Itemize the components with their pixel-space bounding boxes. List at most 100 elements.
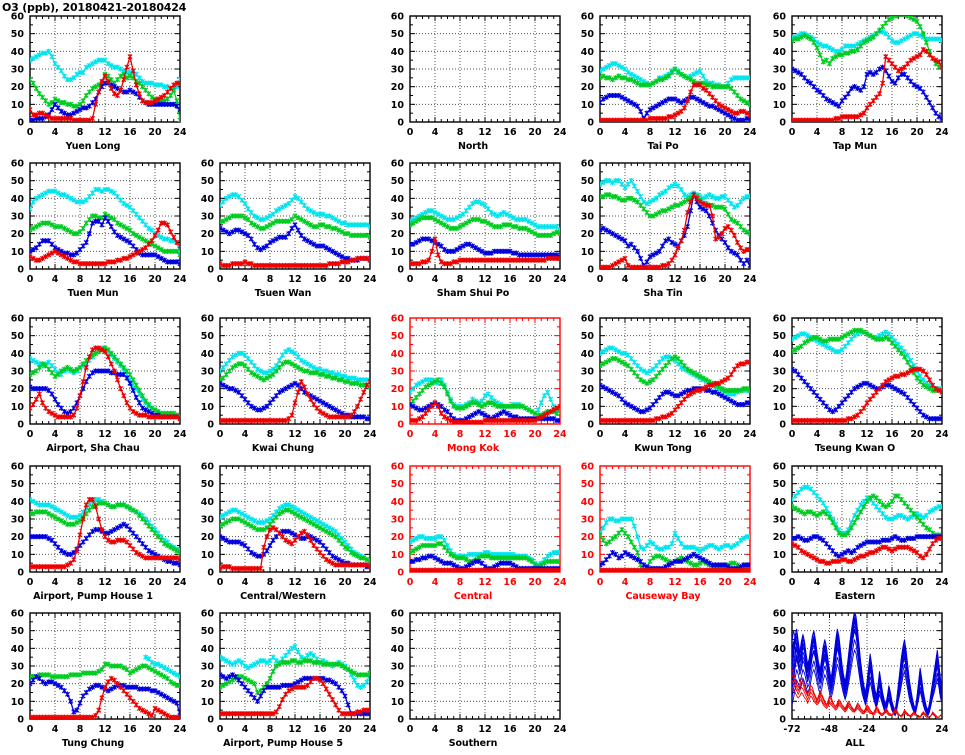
svg-text:20: 20 [910, 127, 924, 138]
svg-text:60: 60 [773, 609, 787, 620]
svg-text:16: 16 [313, 577, 327, 588]
svg-text:20: 20 [391, 384, 405, 395]
svg-text:8: 8 [457, 429, 464, 440]
data-layer [220, 192, 370, 269]
svg-text:20: 20 [910, 577, 924, 588]
svg-text:20: 20 [773, 532, 787, 543]
svg-text:40: 40 [201, 194, 215, 205]
panel-title-airport-sha-chau: Airport, Sha Chau [46, 443, 140, 454]
svg-text:20: 20 [391, 679, 405, 690]
data-layer [410, 377, 560, 424]
svg-text:12: 12 [478, 577, 491, 588]
svg-text:0: 0 [779, 568, 786, 579]
panel-tap-mun: 0 10 20 30 40 50 60 0 4 8 12 16 20 24 Tap Mun [762, 8, 948, 156]
svg-text:60: 60 [391, 12, 405, 23]
svg-text:40: 40 [581, 349, 595, 360]
svg-text:10: 10 [201, 550, 215, 561]
svg-text:12: 12 [668, 274, 681, 285]
svg-text:40: 40 [201, 644, 215, 655]
svg-text:0: 0 [27, 724, 34, 735]
svg-text:8: 8 [457, 127, 464, 138]
svg-text:24: 24 [935, 127, 948, 138]
svg-text:4: 4 [622, 429, 629, 440]
svg-text:16: 16 [503, 274, 517, 285]
svg-text:60: 60 [391, 609, 405, 620]
svg-text:10: 10 [11, 697, 25, 708]
svg-text:4: 4 [52, 274, 59, 285]
svg-text:30: 30 [391, 367, 405, 378]
svg-text:24: 24 [935, 429, 948, 440]
svg-text:8: 8 [267, 274, 274, 285]
svg-text:24: 24 [553, 577, 566, 588]
svg-text:20: 20 [11, 82, 25, 93]
svg-text:40: 40 [201, 497, 215, 508]
svg-text:10: 10 [773, 550, 787, 561]
panel-kwai-chung: 0 10 20 30 40 50 60 0 4 8 12 16 20 24 Kwai Chung [190, 310, 376, 458]
svg-text:20: 20 [201, 679, 215, 690]
svg-text:16: 16 [885, 127, 899, 138]
panel-title-mong-kok: Mong Kok [446, 443, 500, 454]
svg-text:4: 4 [432, 429, 439, 440]
svg-text:10: 10 [773, 697, 787, 708]
svg-text:0: 0 [789, 429, 796, 440]
svg-text:20: 20 [718, 274, 732, 285]
svg-text:20: 20 [528, 429, 542, 440]
data-layer [410, 199, 560, 267]
svg-text:20: 20 [338, 724, 352, 735]
svg-text:0: 0 [397, 265, 404, 276]
svg-text:16: 16 [123, 274, 137, 285]
svg-text:20: 20 [201, 532, 215, 543]
svg-text:16: 16 [503, 724, 517, 735]
svg-text:30: 30 [391, 212, 405, 223]
svg-text:0: 0 [407, 577, 414, 588]
svg-text:30: 30 [11, 65, 25, 76]
data-layer [220, 502, 370, 572]
svg-text:40: 40 [391, 47, 405, 58]
svg-text:4: 4 [52, 429, 59, 440]
svg-text:0: 0 [17, 420, 24, 431]
svg-text:8: 8 [77, 274, 84, 285]
svg-text:40: 40 [201, 349, 215, 360]
svg-text:40: 40 [773, 644, 787, 655]
svg-text:12: 12 [860, 577, 873, 588]
svg-text:12: 12 [288, 724, 301, 735]
svg-text:30: 30 [201, 662, 215, 673]
svg-text:60: 60 [11, 12, 25, 23]
svg-text:40: 40 [391, 644, 405, 655]
svg-text:24: 24 [173, 429, 186, 440]
svg-text:20: 20 [201, 384, 215, 395]
svg-text:20: 20 [528, 127, 542, 138]
svg-text:10: 10 [11, 402, 25, 413]
svg-text:20: 20 [718, 429, 732, 440]
svg-text:24: 24 [553, 429, 566, 440]
svg-text:10: 10 [391, 402, 405, 413]
svg-text:20: 20 [718, 127, 732, 138]
svg-text:20: 20 [338, 577, 352, 588]
svg-text:0: 0 [587, 420, 594, 431]
svg-text:0: 0 [587, 568, 594, 579]
panel-airport-pump-house-5: 0 10 20 30 40 50 60 0 4 8 12 16 20 24 Airport, Pump Ho… [190, 605, 376, 753]
svg-text:16: 16 [693, 274, 707, 285]
svg-text:20: 20 [910, 429, 924, 440]
svg-text:20: 20 [11, 384, 25, 395]
panel-title-kwun-tong: Kwun Tong [634, 443, 692, 454]
svg-text:50: 50 [201, 479, 215, 490]
svg-text:4: 4 [622, 127, 629, 138]
svg-text:20: 20 [773, 679, 787, 690]
svg-text:20: 20 [581, 384, 595, 395]
svg-text:24: 24 [173, 274, 186, 285]
svg-text:50: 50 [391, 176, 405, 187]
svg-text:20: 20 [581, 532, 595, 543]
svg-text:50: 50 [11, 176, 25, 187]
svg-text:30: 30 [391, 662, 405, 673]
svg-text:24: 24 [935, 577, 948, 588]
svg-text:40: 40 [11, 47, 25, 58]
svg-text:16: 16 [693, 577, 707, 588]
svg-text:24: 24 [173, 724, 186, 735]
panel-title-yuen-long: Yuen Long [65, 141, 121, 152]
panel-tuen-mun: 0 10 20 30 40 50 60 0 4 8 12 16 20 24 Tuen Mun [0, 155, 186, 303]
svg-text:12: 12 [478, 274, 491, 285]
svg-text:8: 8 [457, 274, 464, 285]
panel-title-sham-shui-po: Sham Shui Po [436, 288, 510, 299]
svg-text:60: 60 [581, 462, 595, 473]
